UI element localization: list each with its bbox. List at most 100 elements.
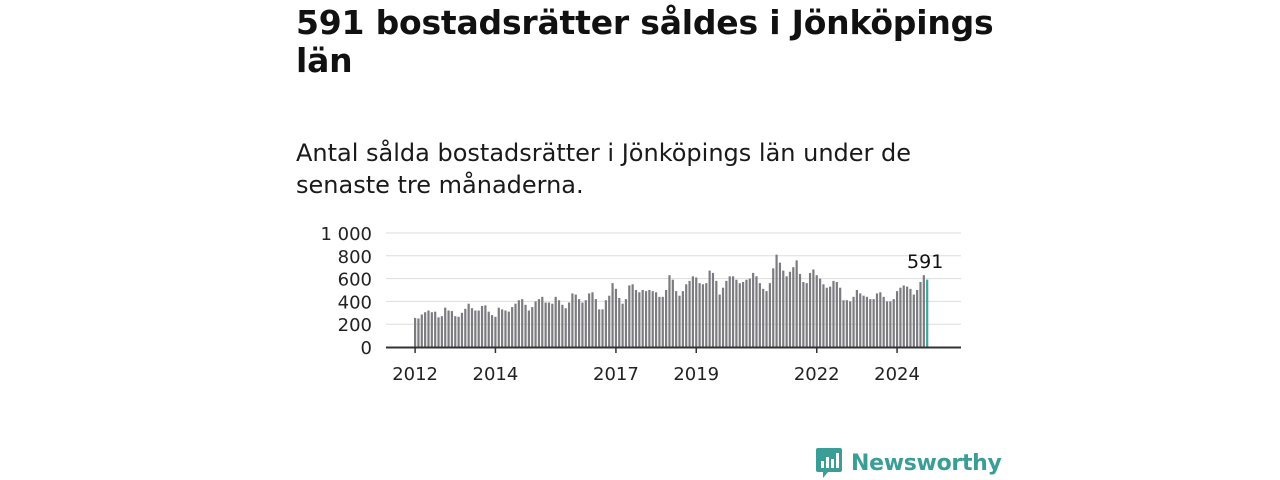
bar xyxy=(621,303,624,347)
bar xyxy=(638,292,641,347)
bar xyxy=(919,282,922,347)
bar xyxy=(906,286,909,347)
bar xyxy=(765,291,768,347)
bar xyxy=(762,288,765,347)
bar xyxy=(628,285,631,347)
x-tick-label: 2012 xyxy=(392,364,438,385)
bar xyxy=(785,276,788,347)
bar xyxy=(715,280,718,347)
bar xyxy=(641,290,644,347)
bar xyxy=(434,311,437,347)
bar xyxy=(604,300,607,347)
bar xyxy=(507,311,510,347)
bar xyxy=(812,269,815,347)
bar xyxy=(424,312,427,347)
bar xyxy=(464,308,467,347)
bar xyxy=(521,299,524,347)
y-tick-label: 1 000 xyxy=(320,224,372,245)
bar xyxy=(537,299,541,347)
bar xyxy=(591,292,594,347)
bar xyxy=(414,317,417,347)
bar xyxy=(427,310,430,347)
bar xyxy=(554,296,557,347)
bar xyxy=(755,276,758,347)
brand: Newsworthy xyxy=(815,446,1002,480)
y-tick-label: 200 xyxy=(338,315,372,336)
bar xyxy=(544,302,547,347)
x-tick-label: 2019 xyxy=(673,364,719,385)
chart-subtitle: Antal sålda bostadsrätter i Jönköpings l… xyxy=(296,139,912,199)
bar xyxy=(484,305,487,347)
y-tick-label: 800 xyxy=(338,247,372,268)
bar xyxy=(581,302,584,347)
bar xyxy=(818,278,822,347)
bar xyxy=(802,282,805,347)
bar xyxy=(698,283,701,347)
bar xyxy=(862,295,865,347)
bar xyxy=(822,284,825,347)
bar xyxy=(541,296,544,347)
bar xyxy=(611,283,614,347)
bar xyxy=(849,301,852,347)
bar xyxy=(614,288,618,347)
bar xyxy=(511,307,514,347)
bar xyxy=(668,275,671,347)
bar xyxy=(658,296,661,347)
bar xyxy=(527,310,530,347)
bar xyxy=(514,303,517,347)
chart-title: 591 bostadsrätter såldes i Jönköpings lä… xyxy=(296,3,994,80)
bar xyxy=(651,291,654,347)
bar xyxy=(470,308,474,347)
last-value-label: 591 xyxy=(907,251,943,273)
bar xyxy=(561,304,564,347)
bar xyxy=(467,303,470,347)
bar xyxy=(718,294,721,347)
bar xyxy=(678,295,681,347)
bar xyxy=(695,277,698,347)
bar xyxy=(872,299,875,347)
bar xyxy=(501,309,504,347)
bar xyxy=(725,280,728,347)
bar xyxy=(859,293,862,347)
bar xyxy=(691,276,695,347)
bar xyxy=(839,287,842,347)
bar xyxy=(494,316,497,347)
bar xyxy=(671,279,674,347)
bar xyxy=(892,299,895,347)
bar xyxy=(852,296,855,347)
y-tick-label: 0 xyxy=(361,338,372,359)
bar xyxy=(792,267,795,347)
bar xyxy=(474,310,477,347)
bar xyxy=(708,270,711,347)
bar xyxy=(644,291,648,347)
bar xyxy=(889,301,892,347)
bar xyxy=(855,290,859,347)
bar xyxy=(624,299,628,347)
x-tick-label: 2022 xyxy=(794,364,840,385)
bar xyxy=(865,296,869,347)
bar xyxy=(531,307,534,347)
bar xyxy=(594,299,597,347)
bar xyxy=(457,316,460,347)
bar xyxy=(916,290,919,347)
bar xyxy=(618,297,621,347)
bar xyxy=(661,296,664,347)
brand-name: Newsworthy xyxy=(851,450,1002,476)
bar xyxy=(735,279,738,347)
bar xyxy=(654,292,658,347)
bar xyxy=(534,301,537,347)
bar xyxy=(685,284,688,347)
bar xyxy=(547,302,551,347)
x-tick-label: 2024 xyxy=(874,364,920,385)
bar xyxy=(772,268,775,347)
bar xyxy=(912,294,915,347)
bar xyxy=(815,275,818,347)
bar xyxy=(829,286,832,347)
bar xyxy=(879,292,882,347)
bar xyxy=(564,308,567,347)
bar xyxy=(490,315,494,347)
bar xyxy=(578,299,581,347)
bar xyxy=(437,317,440,347)
bar xyxy=(705,283,708,347)
bar xyxy=(885,301,889,347)
